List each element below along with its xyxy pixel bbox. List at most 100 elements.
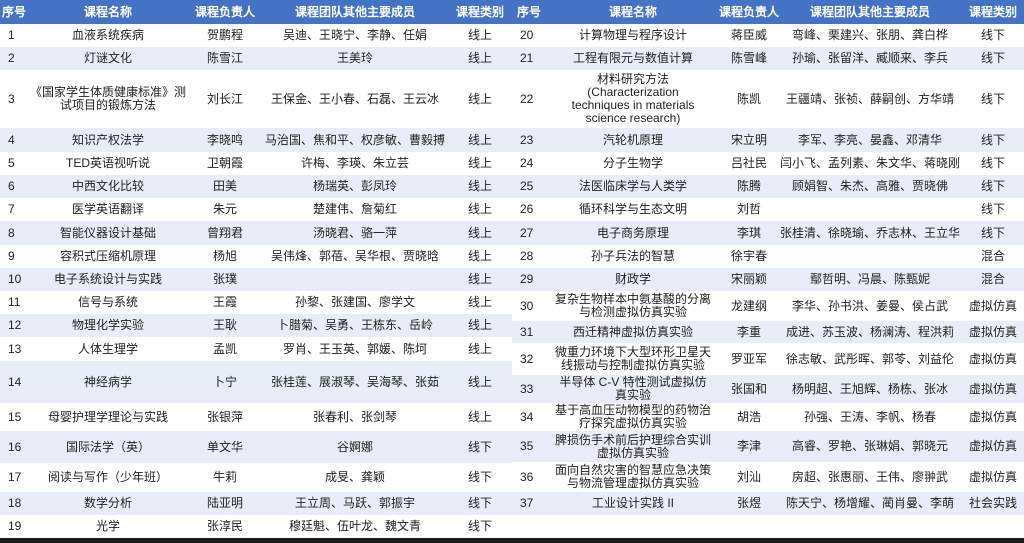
team-members-cell: 罗肖、王玉英、郭媛、陈坷	[282, 341, 427, 356]
team-members-cell: 王美玲	[336, 51, 373, 65]
course-lead-cell: 宋立明	[730, 132, 767, 147]
course-name-cell: 法医临床学与人类学	[578, 179, 687, 193]
course-lead-cell: 张国和	[730, 381, 767, 396]
course-type-cell: 线上	[467, 409, 492, 424]
team-members-cell: 王疆靖、张祯、薛嗣创、方华靖	[785, 91, 954, 106]
course-type-cell: 线上	[467, 202, 492, 216]
course-type-cell: 混合	[980, 249, 1005, 263]
table-row: 23 汽轮机原理 宋立明 李军、李亮、晏鑫、邓清华 线下	[512, 128, 1024, 152]
course-lead-cell: 张煜	[736, 496, 761, 510]
seq-number-cell: 7	[8, 202, 15, 216]
course-lead-cell: 贺鹏程	[206, 28, 243, 42]
header-team-members: 课程团队其他主要成员	[809, 4, 930, 19]
table-row: 9 容积式压缩机原理 杨旭 吴伟烽、郭蓓、吴华根、贾晓晗 线上	[0, 245, 512, 268]
team-members-cell: 楚建伟、詹菊红	[312, 202, 397, 216]
course-lead-cell: 张淳民	[206, 519, 243, 533]
table-row: 16 国际法学（英） 单文华 谷婀娜 线下	[0, 431, 512, 463]
table-row: 11 信号与系统 王霞 孙黎、张建国、廖学文 线上	[0, 291, 512, 314]
course-name-cell: 国际法学（英）	[65, 439, 150, 454]
course-lead-cell: 张银萍	[206, 409, 243, 424]
team-members-cell: 张桂莲、展淑琴、吴海琴、张茹	[270, 374, 439, 389]
table-row: 22 材料研究方法 (Characterization techniques in…	[512, 70, 1024, 128]
course-type-cell: 线上	[467, 91, 492, 106]
seq-number-cell: 13	[8, 341, 22, 356]
course-lead-cell: 张璞	[212, 272, 237, 286]
seq-number-cell: 1	[8, 28, 15, 42]
course-type-cell: 线上	[467, 295, 492, 309]
table-row: 4 知识产权法学 李晓鸣 马治国、焦和平、权彦敏、曹毅搏 线上	[0, 128, 512, 152]
seq-number-cell: 8	[8, 225, 15, 240]
course-lead-cell: 陈雪峰	[730, 51, 767, 65]
course-lead-cell: 陈腾	[736, 179, 761, 193]
seq-number-cell: 22	[520, 91, 534, 106]
course-lead-cell: 宋丽颖	[730, 272, 767, 286]
course-name-cell: 智能仪器设计基础	[59, 225, 156, 240]
seq-number-cell: 24	[520, 156, 534, 170]
table-row: 19 光学 张淳民 穆廷魁、伍叶龙、魏文青 线下	[0, 515, 512, 538]
table-row: 14 神经病学 卜宁 张桂莲、展淑琴、吴海琴、张茹 线上	[0, 361, 512, 403]
team-members-cell: 吴伟烽、郭蓓、吴华根、贾晓晗	[270, 249, 439, 263]
course-type-cell: 线上	[467, 132, 492, 147]
table-row: 3 《国家学生体质健康标准》测 试项目的锻炼方法 刘长江 王保金、王小春、石磊、王云冰…	[0, 70, 512, 128]
seq-number-cell: 3	[8, 91, 15, 106]
team-members-cell: 穆廷魁、伍叶龙、魏文青	[288, 519, 421, 533]
course-name-cell: 人体生理学	[77, 341, 138, 356]
table-row: 8 智能仪器设计基础 曾翔君 汤晓君、骆一萍 线上	[0, 221, 512, 245]
table-row: 1 血液系统疾病 贺鹏程 吴迪、王晓宁、李静、任娟 线上	[0, 24, 512, 47]
team-members-cell: 王立周、马跃、郭振宇	[294, 496, 415, 510]
course-lead-cell: 刘长江	[206, 91, 243, 106]
header-seq-number: 序号	[1, 4, 26, 19]
table-row: 13 人体生理学 孟凯 罗肖、王玉英、郭媛、陈坷 线上	[0, 337, 512, 361]
team-members-cell: 谷婀娜	[336, 439, 373, 454]
team-members-cell: 李华、孙书洪、姜曼、侯占武	[791, 298, 948, 313]
course-lead-cell: 陈雪江	[206, 51, 243, 65]
team-members-cell: 成进、苏玉波、杨澜涛、程洪莉	[785, 324, 954, 339]
team-members-cell: 孙强、王涛、李帆、杨春	[803, 409, 936, 424]
team-members-cell: 孙黎、张建国、廖学文	[294, 295, 415, 309]
table-row: 36 面向自然灾害的智慧应急决策 与物流管理虚拟仿真实验 刘汕 房超、张惠丽、王伟、廖…	[512, 462, 1024, 492]
course-name-cell: 复杂生物样本中氨基酸的分离 与检测虚拟仿真实验	[554, 292, 711, 319]
course-name-cell: 财政学	[614, 272, 651, 286]
course-type-cell: 虚拟仿真	[968, 439, 1017, 453]
course-lead-cell: 王霞	[212, 295, 237, 309]
course-name-cell: 半导体 C-V 特性测试虚拟仿 真实验	[559, 375, 707, 402]
course-lead-cell: 刘汕	[736, 469, 761, 484]
course-type-cell: 线上	[467, 341, 492, 356]
table-row: 17 阅读与写作（少年班） 牛莉 成旻、龚颖 线下	[0, 463, 512, 492]
seq-number-cell: 33	[520, 381, 534, 396]
table-row: 32 微重力环境下大型环形卫星天 线振动与控制虚拟仿真实验 罗亚军 徐志敏、武彤晖、郭…	[512, 343, 1024, 375]
seq-number-cell: 9	[8, 249, 15, 263]
course-name-cell: 面向自然灾害的智慧应急决策 与物流管理虚拟仿真实验	[554, 463, 711, 490]
course-name-cell: 孙子兵法的智慧	[590, 249, 675, 263]
course-name-cell: 微重力环境下大型环形卫星天 线振动与控制虚拟仿真实验	[554, 345, 711, 372]
team-members-cell: 吴迪、王晓宁、李静、任娟	[282, 28, 427, 42]
seq-number-cell: 21	[520, 51, 534, 65]
course-name-cell: 工程有限元与数值计算	[572, 51, 693, 65]
table-row: 27 电子商务原理 李琪 张桂清、徐晓瑜、乔志林、王立华 线下	[512, 221, 1024, 245]
seq-number-cell: 36	[520, 469, 534, 484]
course-name-cell: 知识产权法学	[71, 132, 144, 147]
seq-number-cell: 11	[8, 295, 21, 309]
course-lead-cell: 卜宁	[212, 374, 237, 389]
course-lead-cell: 田美	[212, 179, 237, 193]
course-lead-cell: 单文华	[206, 439, 243, 454]
course-name-cell: 医学英语翻译	[71, 202, 144, 216]
table-row: 20 计算物理与程序设计 蒋臣威 弯峰、栗建兴、张朋、龚白桦 线下	[512, 24, 1024, 47]
table-row: 5 TED英语视听说 卫朝霞 许梅、李瑛、朱立芸 线上	[0, 152, 512, 175]
header-course-lead: 课程负责人	[719, 4, 780, 19]
course-lead-cell: 徐宇春	[730, 249, 767, 263]
course-type-cell: 线下	[980, 202, 1005, 216]
team-members-cell: 张桂清、徐晓瑜、乔志林、王立华	[779, 225, 960, 240]
course-lead-cell: 李琪	[736, 225, 761, 240]
course-lead-cell: 李津	[736, 439, 761, 453]
course-type-cell: 线下	[980, 91, 1005, 106]
table-row: 25 法医临床学与人类学 陈腾 顾娟智、朱杰、高雅、贾晓佛 线下	[512, 175, 1024, 198]
seq-number-cell: 37	[520, 496, 534, 510]
course-type-cell: 线上	[467, 28, 492, 42]
course-name-cell: 计算物理与程序设计	[578, 28, 687, 42]
table-row: 18 数学分析 陆亚明 王立周、马跃、郭振宇 线下	[0, 492, 512, 515]
course-lead-cell: 蒋臣威	[730, 28, 767, 42]
seq-number-cell: 26	[520, 202, 534, 216]
course-type-cell: 社会实践	[968, 496, 1017, 510]
team-members-cell: 王保金、王小春、石磊、王云冰	[270, 91, 439, 106]
